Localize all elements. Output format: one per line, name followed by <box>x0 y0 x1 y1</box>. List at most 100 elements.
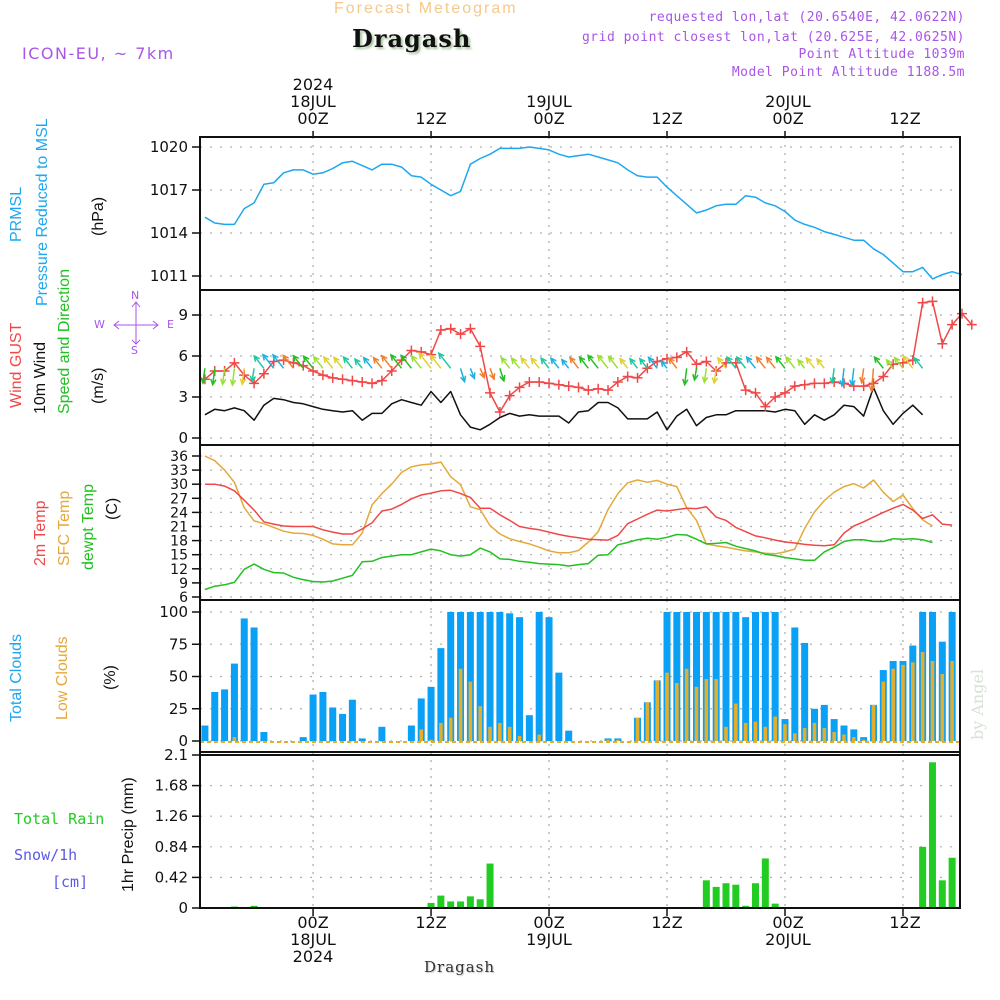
total-cloud-bar <box>801 642 809 741</box>
low-cloud-bar <box>773 716 777 741</box>
bottom-tick-18jul-12z: 12Z <box>401 914 461 931</box>
total-cloud-bar <box>771 612 779 741</box>
tick-hour: 00Z <box>772 913 804 932</box>
y-tick-label: 9 <box>179 576 188 592</box>
wind-arrow <box>500 356 511 369</box>
y-tick-label: 2.1 <box>164 746 188 764</box>
total-cloud-bar <box>348 699 356 741</box>
model-label: ICON-EU, ~ 7km <box>22 44 175 63</box>
wind-arrow <box>410 354 422 369</box>
total-cloud-bar <box>673 612 681 741</box>
wind-arrow <box>849 368 856 388</box>
low-cloud-bar <box>842 734 846 741</box>
panel-frame <box>199 136 961 291</box>
gust-marker <box>475 341 486 352</box>
low-cloud-bar <box>694 686 699 741</box>
gust-marker <box>563 381 574 392</box>
y-tick-label: 1.68 <box>155 777 188 795</box>
total-cloud-bar <box>565 730 573 741</box>
gust-marker <box>258 368 269 379</box>
total-cloud-bar <box>358 738 366 741</box>
low-cloud-bar <box>852 737 856 741</box>
wind-arrow <box>400 354 412 369</box>
low-cloud-bar <box>606 739 610 741</box>
total-cloud-bar <box>250 627 258 741</box>
wind-arrow <box>249 368 257 384</box>
wind-arrow <box>784 355 796 369</box>
wind-arrow <box>607 355 619 369</box>
tick-date: 19JUL <box>526 930 572 949</box>
wind-arrow <box>755 355 766 369</box>
frame-layer <box>199 136 961 909</box>
low-cloud-bar <box>901 664 905 741</box>
total-cloud-bar <box>742 617 750 741</box>
total-cloud-bar <box>722 612 730 741</box>
low-cloud-bar <box>940 673 945 741</box>
rain-bar <box>928 762 936 908</box>
wind-arrow <box>200 368 207 385</box>
low-cloud-bar <box>684 668 689 741</box>
total-cloud-bar <box>309 694 317 741</box>
wind-arrow <box>372 356 383 369</box>
y-tick-label: 33 <box>170 463 188 479</box>
gust-marker <box>514 382 525 393</box>
bottom-tick-20jul-12z: 12Z <box>875 914 935 931</box>
wind-arrow <box>735 355 747 369</box>
wind-arrow <box>725 355 737 369</box>
total-cloud-bar <box>230 663 238 741</box>
wind-arrow <box>638 357 648 369</box>
low-cloud-bar <box>743 722 748 741</box>
low-cloud-bar <box>616 739 620 741</box>
total-cloud-bar <box>211 691 219 741</box>
y-tick-label: 30 <box>170 477 188 493</box>
gust-marker <box>229 357 240 368</box>
tick-date: 19JUL <box>526 92 572 111</box>
wind-arrow <box>229 368 237 387</box>
total-cloud-bar <box>860 737 868 741</box>
wind-10m-line <box>204 386 924 431</box>
total-cloud-bar <box>496 612 504 741</box>
gust-marker <box>524 376 535 387</box>
wind-arrow <box>312 355 324 369</box>
total-cloud-bar <box>427 686 435 741</box>
wind-arrow <box>332 356 344 369</box>
low-cloud-bar <box>537 734 541 741</box>
gust-marker <box>799 379 810 390</box>
wind-arrow <box>302 354 314 369</box>
total-cloud-bar <box>751 612 759 741</box>
gust-marker <box>819 378 830 389</box>
bottom-tick-19jul-00z: 00Z 19JUL <box>519 914 579 948</box>
wind-arrow <box>380 354 393 369</box>
y-tick-label: 36 <box>170 449 188 465</box>
wind-arrow <box>885 358 894 369</box>
tick-hour: 00Z <box>533 913 565 932</box>
gust-marker <box>956 308 967 319</box>
total-cloud-bar <box>486 612 494 741</box>
tick-date: 20JUL <box>765 930 811 949</box>
total-cloud-bar <box>221 689 229 741</box>
footer-station: Dragash <box>424 958 496 976</box>
tick-hour: 12Z <box>889 109 921 128</box>
y-tick-label: 12 <box>170 562 188 578</box>
wind-arrow <box>489 368 496 381</box>
gust-marker <box>593 383 604 394</box>
wind-arrow <box>568 356 580 369</box>
y-tick-label: 1017 <box>150 181 188 199</box>
low-cloud-bar <box>793 733 797 741</box>
low-cloud-bar <box>665 672 669 741</box>
total-cloud-bar <box>516 617 524 741</box>
total-cloud-bar <box>525 715 533 741</box>
low-cloud-bar <box>419 729 424 741</box>
y-tick-label: 0 <box>178 429 188 447</box>
wind-arrow <box>796 358 806 369</box>
low-cloud-bar <box>517 735 522 741</box>
gust-marker <box>553 379 564 390</box>
gust-marker <box>622 371 633 382</box>
tick-hour: 12Z <box>889 913 921 932</box>
tick-year: 2024 <box>292 947 334 966</box>
rain-bar <box>742 905 750 908</box>
gust-marker <box>878 371 889 382</box>
grid-point-coords: grid point closest lon,lat (20.625E, 42.… <box>581 30 965 45</box>
wind-arrow <box>805 356 816 369</box>
gust-marker <box>249 378 260 389</box>
